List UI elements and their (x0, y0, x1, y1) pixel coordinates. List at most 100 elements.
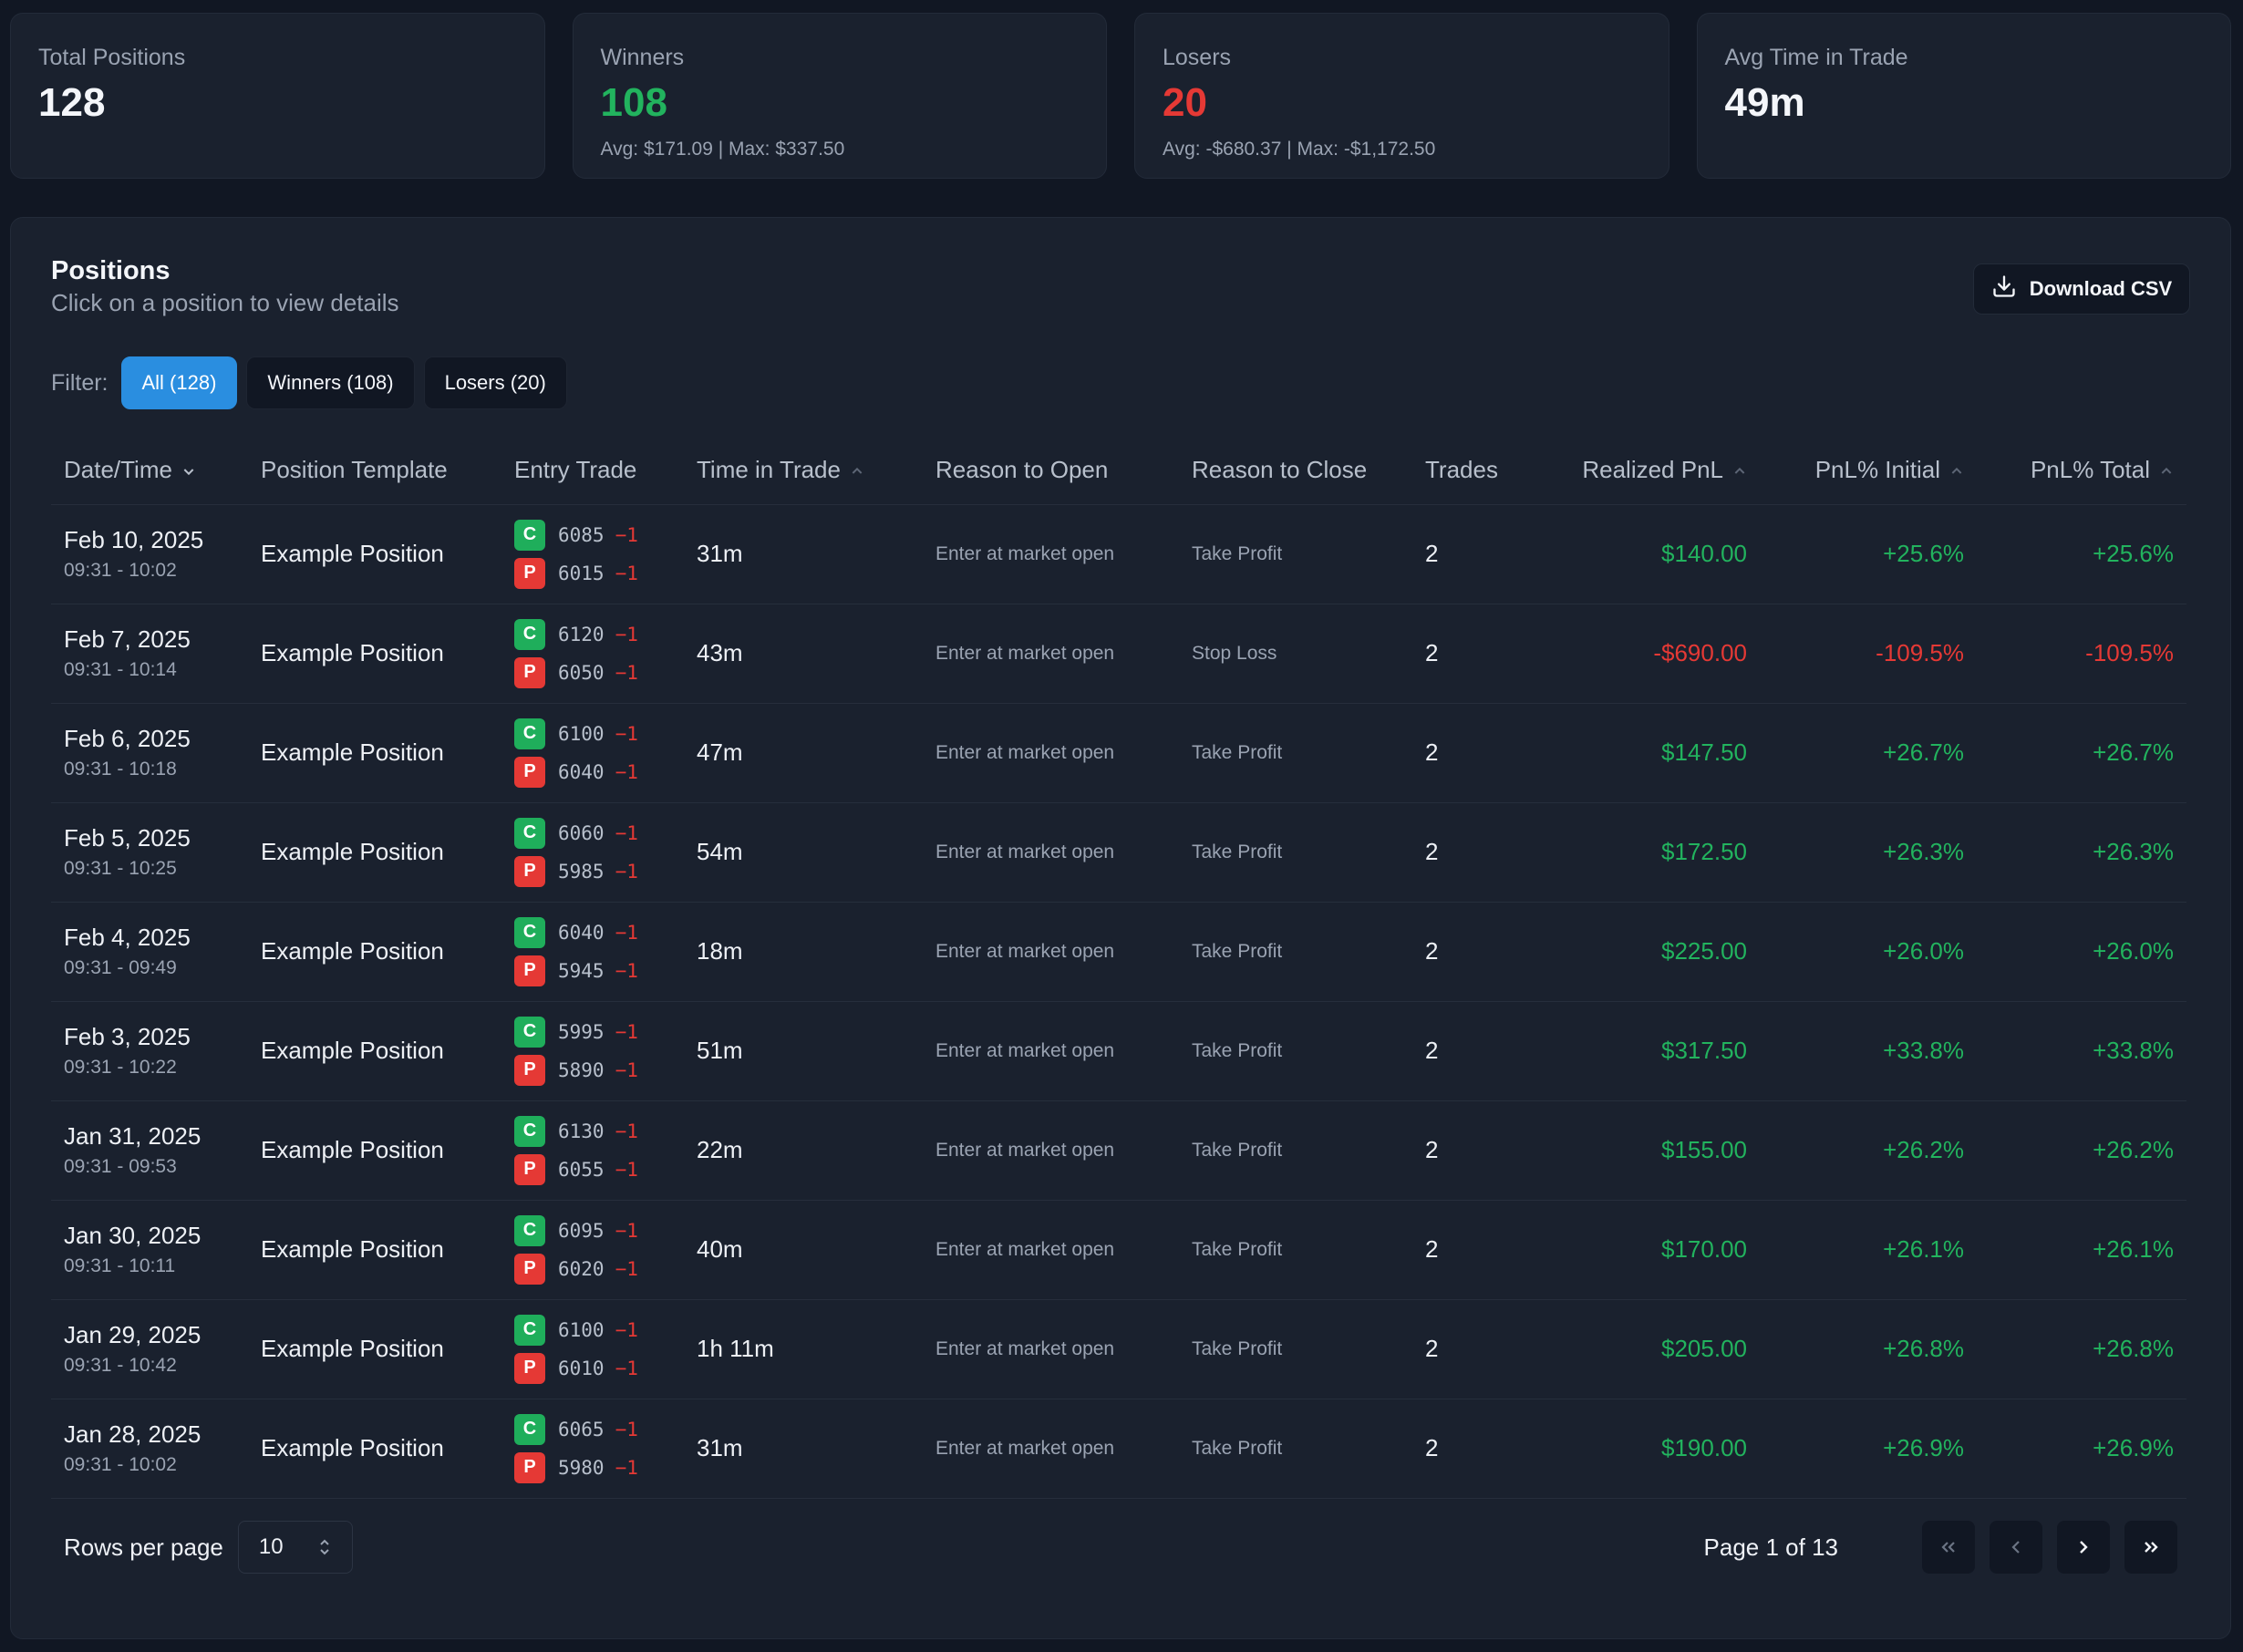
cell-date: Jan 28, 2025 09:31 - 10:02 (51, 1399, 248, 1499)
call-leg: C 6085 −1 (514, 517, 671, 553)
cell-entry-trade: C 6040 −1 P 5945 −1 (501, 902, 684, 1002)
column-header-entry[interactable]: Entry Trade (501, 437, 684, 505)
cell-entry-trade: C 6060 −1 P 5985 −1 (501, 802, 684, 903)
column-header-template[interactable]: Position Template (248, 437, 501, 505)
stat-card-winners: Winners 108 Avg: $171.09 | Max: $337.50 (572, 13, 1107, 179)
cell-entry-trade: C 6065 −1 P 5980 −1 (501, 1399, 684, 1499)
column-header-pnl-initial[interactable]: PnL% Initial (1760, 437, 1977, 505)
first-page-button[interactable] (1922, 1521, 1975, 1574)
table-row[interactable]: Jan 28, 2025 09:31 - 10:02 Example Posit… (51, 1399, 2186, 1499)
chevrons-left-icon (1941, 1542, 1955, 1553)
call-badge: C (514, 1413, 545, 1445)
table-row[interactable]: Jan 29, 2025 09:31 - 10:42 Example Posit… (51, 1299, 2186, 1399)
chevron-up-icon (2161, 468, 2172, 475)
download-csv-button[interactable]: Download CSV (1973, 263, 2190, 315)
table-row[interactable]: Feb 4, 2025 09:31 - 09:49 Example Positi… (51, 902, 2186, 1002)
cell-pnl-total: +26.2% (1977, 1100, 2186, 1201)
column-header-pnl-total[interactable]: PnL% Total (1977, 437, 2186, 505)
table-row[interactable]: Feb 7, 2025 09:31 - 10:14 Example Positi… (51, 604, 2186, 704)
row-time-range: 09:31 - 10:42 (64, 1355, 177, 1376)
cell-time-in-trade: 43m (684, 604, 923, 704)
next-page-button[interactable] (2057, 1521, 2110, 1574)
put-qty: −1 (615, 1357, 638, 1379)
row-time-range: 09:31 - 10:22 (64, 1057, 177, 1078)
cell-time-in-trade: 31m (684, 504, 923, 604)
call-qty: −1 (615, 1020, 638, 1043)
cell-pnl-total: +26.9% (1977, 1399, 2186, 1499)
call-strike: 6120 (558, 623, 605, 645)
cell-date: Feb 5, 2025 09:31 - 10:25 (51, 802, 248, 903)
column-header-reason-close[interactable]: Reason to Close (1179, 437, 1412, 505)
cell-pnl-initial: +26.7% (1760, 703, 1977, 803)
last-page-button[interactable] (2124, 1521, 2177, 1574)
column-header-trades[interactable]: Trades (1412, 437, 1540, 505)
cell-trades: 2 (1412, 604, 1540, 704)
cell-date: Jan 31, 2025 09:31 - 09:53 (51, 1100, 248, 1201)
cell-reason-close: Take Profit (1179, 703, 1412, 803)
row-time-range: 09:31 - 10:11 (64, 1255, 176, 1276)
cell-pnl-total: +26.8% (1977, 1299, 2186, 1399)
rows-per-page-select[interactable]: 10 (237, 1521, 353, 1574)
column-header-pnl[interactable]: Realized PnL (1540, 437, 1760, 505)
cell-realized-pnl: $225.00 (1540, 902, 1760, 1002)
page-info: Page 1 of 13 (1703, 1533, 1838, 1561)
cell-pnl-initial: +26.9% (1760, 1399, 1977, 1499)
call-badge: C (514, 1314, 545, 1346)
filter-winners-button[interactable]: Winners (108) (246, 356, 415, 409)
column-header-date[interactable]: Date/Time (51, 437, 248, 505)
cell-pnl-initial: +26.8% (1760, 1299, 1977, 1399)
filter-label: Filter: (51, 369, 109, 396)
table-row[interactable]: Feb 6, 2025 09:31 - 10:18 Example Positi… (51, 703, 2186, 803)
previous-page-button[interactable] (1990, 1521, 2042, 1574)
cell-reason-close: Take Profit (1179, 902, 1412, 1002)
call-leg: C 6100 −1 (514, 716, 671, 752)
call-strike: 6095 (558, 1219, 605, 1242)
cell-realized-pnl: -$690.00 (1540, 604, 1760, 704)
call-qty: −1 (615, 1120, 638, 1142)
put-qty: −1 (615, 562, 638, 584)
download-csv-label: Download CSV (2029, 277, 2173, 300)
row-date: Jan 28, 2025 (64, 1420, 202, 1448)
row-date: Feb 5, 2025 (64, 824, 191, 852)
filter-all-button[interactable]: All (128) (120, 356, 238, 409)
filter-losers-button[interactable]: Losers (20) (423, 356, 567, 409)
cell-pnl-total: +26.0% (1977, 902, 2186, 1002)
cell-reason-close: Take Profit (1179, 1299, 1412, 1399)
cell-trades: 2 (1412, 703, 1540, 803)
positions-panel: Positions Click on a position to view de… (10, 217, 2231, 1639)
call-leg: C 6095 −1 (514, 1213, 671, 1249)
table-row[interactable]: Feb 10, 2025 09:31 - 10:02 Example Posit… (51, 504, 2186, 604)
cell-template: Example Position (248, 902, 501, 1002)
chevron-down-icon (183, 469, 194, 476)
put-leg: P 5980 −1 (514, 1450, 671, 1486)
cell-date: Feb 7, 2025 09:31 - 10:14 (51, 604, 248, 704)
table-row[interactable]: Feb 5, 2025 09:31 - 10:25 Example Positi… (51, 802, 2186, 903)
cell-realized-pnl: $170.00 (1540, 1200, 1760, 1300)
rows-per-page-value: 10 (258, 1534, 284, 1559)
cell-pnl-initial: +26.2% (1760, 1100, 1977, 1201)
row-date: Feb 4, 2025 (64, 924, 191, 951)
cell-reason-open: Enter at market open (923, 1100, 1179, 1201)
row-date: Jan 30, 2025 (64, 1222, 202, 1249)
cell-trades: 2 (1412, 902, 1540, 1002)
column-header-time-in-trade[interactable]: Time in Trade (684, 437, 923, 505)
row-time-range: 09:31 - 10:25 (64, 858, 177, 879)
put-leg: P 6020 −1 (514, 1251, 671, 1287)
call-strike: 6100 (558, 1318, 605, 1341)
stat-card-total-positions: Total Positions 128 (10, 13, 545, 179)
table-row[interactable]: Feb 3, 2025 09:31 - 10:22 Example Positi… (51, 1001, 2186, 1101)
row-time-range: 09:31 - 09:53 (64, 1156, 177, 1177)
call-badge: C (514, 718, 545, 749)
cell-realized-pnl: $155.00 (1540, 1100, 1760, 1201)
cell-realized-pnl: $140.00 (1540, 504, 1760, 604)
column-header-reason-open[interactable]: Reason to Open (923, 437, 1179, 505)
table-row[interactable]: Jan 30, 2025 09:31 - 10:11 Example Posit… (51, 1200, 2186, 1300)
put-badge: P (514, 1153, 545, 1185)
call-strike: 6060 (558, 821, 605, 844)
call-leg: C 6065 −1 (514, 1411, 671, 1448)
put-badge: P (514, 756, 545, 788)
table-row[interactable]: Jan 31, 2025 09:31 - 09:53 Example Posit… (51, 1100, 2186, 1201)
cell-template: Example Position (248, 1200, 501, 1300)
put-strike: 6055 (558, 1158, 605, 1181)
cell-trades: 2 (1412, 802, 1540, 903)
